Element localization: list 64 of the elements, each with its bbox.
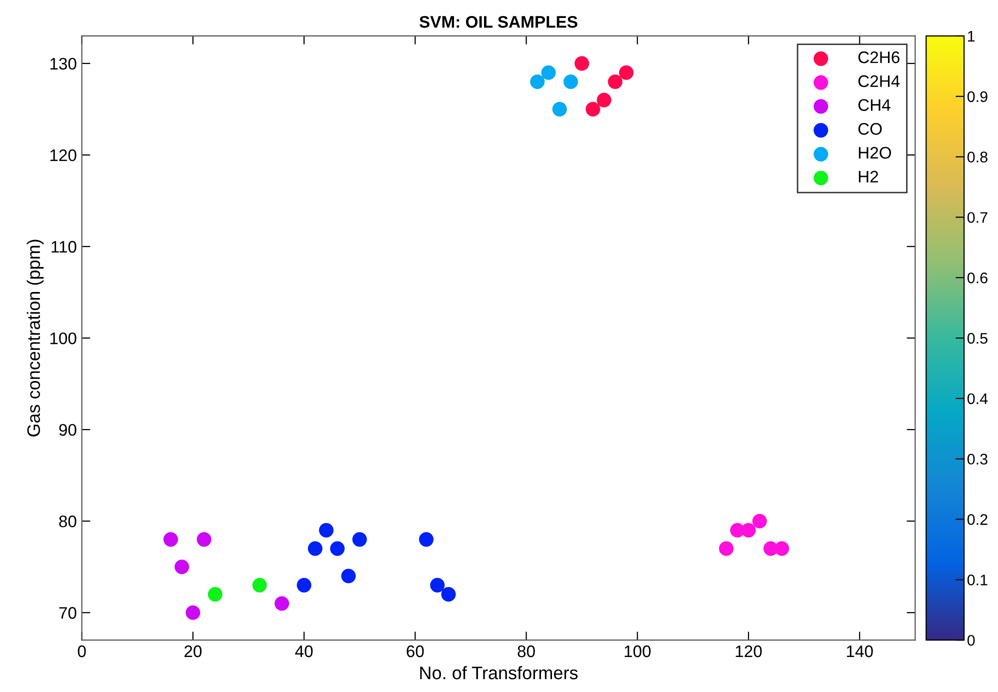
legend-label: H2 xyxy=(858,170,878,182)
point xyxy=(186,605,200,620)
point xyxy=(163,532,178,547)
x-tick-label: 40 xyxy=(295,645,313,658)
x-tick-label: 0 xyxy=(78,645,86,658)
point xyxy=(352,532,367,547)
legend-label: C2H6 xyxy=(858,51,900,64)
legend-label: C2H4 xyxy=(858,75,900,88)
y-tick-label: 70 xyxy=(59,607,76,619)
x-tick-label: 20 xyxy=(184,645,202,658)
point xyxy=(318,522,334,538)
color-bar-label: 0.6 xyxy=(967,272,988,284)
legend-label: H2O xyxy=(858,146,892,159)
y-tick-label: 120 xyxy=(50,149,76,162)
color-bar-label: 0.8 xyxy=(967,152,988,162)
chart-title: SVM: OIL SAMPLES xyxy=(419,16,578,28)
color-bar-label: 1 xyxy=(968,31,975,42)
color-bar-label: 0.5 xyxy=(967,332,988,344)
color-bar-label: 0.2 xyxy=(967,514,988,525)
point xyxy=(563,74,578,90)
point xyxy=(174,560,190,574)
point xyxy=(308,541,322,556)
point xyxy=(296,578,312,592)
point xyxy=(596,92,612,108)
point xyxy=(774,541,790,556)
y-tick-label: 130 xyxy=(50,58,76,70)
y-tick-label: 110 xyxy=(52,240,76,253)
point xyxy=(552,102,567,116)
color-bar-label: 0.7 xyxy=(967,212,988,223)
point xyxy=(252,578,267,592)
point xyxy=(330,541,345,556)
point xyxy=(418,532,434,547)
point xyxy=(196,532,212,547)
color-bar-label: 0 xyxy=(967,634,975,646)
point xyxy=(530,74,545,90)
point xyxy=(586,102,600,116)
point xyxy=(618,65,634,80)
color-bar-label: 0.4 xyxy=(967,393,988,404)
color-bar-label: 0.3 xyxy=(967,454,988,465)
point xyxy=(608,74,622,90)
point xyxy=(274,596,290,611)
x-tick-label: 60 xyxy=(406,645,424,658)
x-tick-label: 120 xyxy=(736,645,762,658)
y-tick-label: 90 xyxy=(59,424,76,436)
point xyxy=(752,514,767,528)
point xyxy=(741,522,756,538)
point xyxy=(441,587,456,602)
legend-label: CO xyxy=(858,123,882,135)
x-tick-label: 140 xyxy=(846,645,873,658)
y-axis-title: Gas concentration (ppm) xyxy=(26,240,44,436)
point xyxy=(718,541,734,556)
x-tick-label: 100 xyxy=(624,645,651,658)
point xyxy=(574,56,590,71)
point xyxy=(208,587,222,602)
x-axis-title: No. of Transformers xyxy=(420,666,578,680)
x-tick-label: 80 xyxy=(518,645,535,658)
legend-label: CH4 xyxy=(858,99,890,111)
y-tick-label: 80 xyxy=(59,516,76,528)
point xyxy=(341,568,356,584)
y-tick-label: 100 xyxy=(50,332,76,344)
color-bar-label: 0.1 xyxy=(967,574,988,586)
point xyxy=(541,65,556,80)
point xyxy=(430,578,445,592)
color-bar-label: 0.9 xyxy=(967,91,988,102)
